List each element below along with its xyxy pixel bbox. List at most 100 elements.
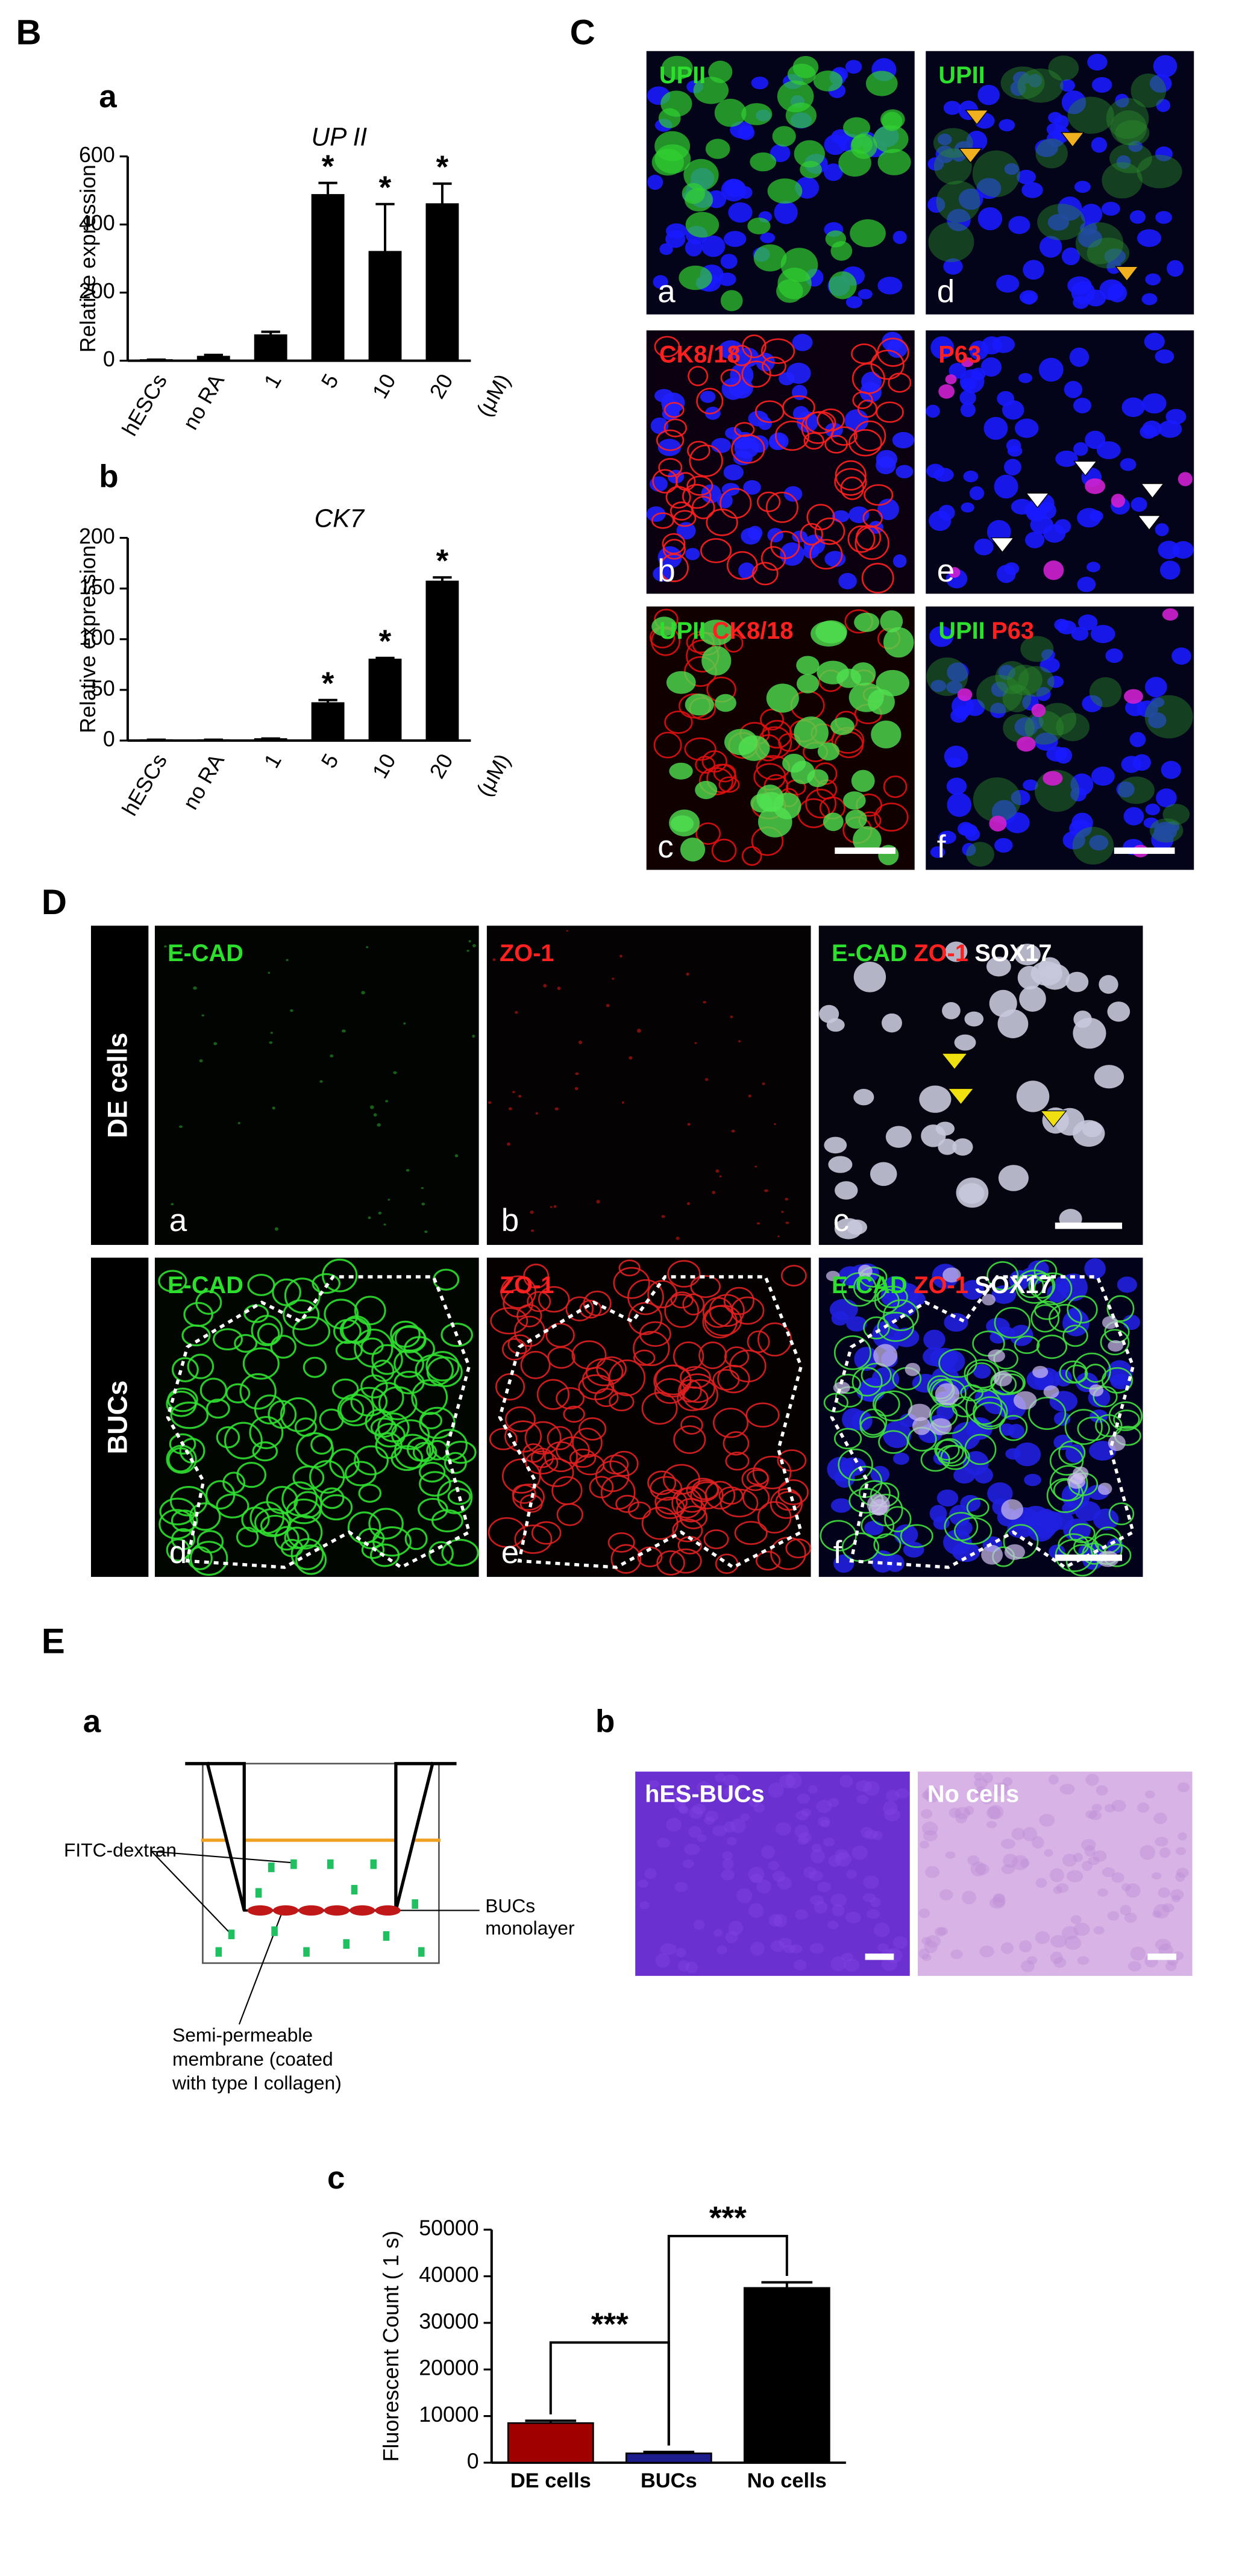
arrowhead [958,148,983,164]
cell [838,149,871,177]
cell [286,1498,322,1525]
cell [1069,347,1090,367]
cell [827,1797,839,1807]
cell [1084,1364,1107,1383]
cell [1093,1508,1119,1531]
cell [296,1432,334,1468]
cell [1091,1804,1102,1812]
cell [982,1796,993,1805]
significance-label: *** [591,2307,629,2342]
cell [854,612,880,632]
cell [972,150,1020,198]
cell [1059,1784,1075,1795]
cell [923,1830,938,1841]
cell [454,1154,459,1158]
cell [743,480,761,495]
cell [1062,830,1085,850]
cell [853,962,886,992]
cell [847,525,876,553]
cell [878,1430,909,1454]
cell [876,456,896,475]
cell [1129,210,1146,224]
cell [835,460,867,491]
significance-mark: * [436,149,449,185]
cell [1016,1080,1050,1112]
panel-label: D [42,883,67,922]
cell [1131,74,1167,108]
cell [778,1937,792,1948]
cell [989,815,1007,832]
cell [999,119,1015,132]
cell [676,1236,680,1240]
cell [539,1458,574,1487]
label-part: E-CAD [832,939,908,966]
image-letter: c [657,829,673,865]
cell [800,160,822,178]
cell [1065,1444,1085,1463]
cell [636,1029,641,1033]
cell [679,265,712,290]
y-tick-label: 50 [91,676,115,700]
cell [779,1775,796,1788]
cell [969,486,985,501]
cell [1155,825,1170,837]
cell [943,101,961,115]
cell [827,1920,839,1929]
cell [553,1205,557,1208]
cell [789,1944,803,1954]
cell [441,1538,479,1567]
cell [1043,560,1064,580]
label-part: SOX17 [974,939,1052,966]
cell [557,986,561,991]
cell [1059,79,1075,92]
cell [765,492,798,523]
cell [1137,154,1182,189]
cell [714,98,747,127]
cell [693,77,729,104]
error-bar [433,182,452,204]
cell [621,1101,624,1104]
micrograph [646,51,915,315]
cell [942,1002,961,1020]
cell [1106,98,1149,139]
cell [777,1479,809,1506]
cell [504,1406,536,1432]
cell [760,232,776,243]
cell [840,476,865,500]
cell [1110,110,1147,145]
cell [426,1356,463,1388]
cell [530,1211,534,1214]
x-unit-label: (μM) [472,750,515,800]
cell [750,794,773,813]
cell [1082,1121,1103,1138]
cell [1131,497,1147,512]
cell [1149,818,1184,843]
cell [796,674,820,694]
label-part: ZO-1 [914,939,968,966]
image-label: E-CAD [168,939,243,966]
cell [800,522,823,546]
cell [472,1035,475,1038]
cell [1077,577,1096,592]
cell [514,1525,553,1554]
cell [361,991,365,995]
cell [807,769,829,788]
cell [680,1366,711,1389]
cell [895,465,914,478]
cell [796,656,820,675]
cell [935,1383,960,1406]
cell [330,1055,334,1058]
cell [178,1125,183,1128]
cell [468,940,471,943]
cell [1089,835,1109,851]
cell [986,1821,997,1829]
cell [843,117,871,138]
cell [720,290,743,312]
insert-wall [185,1761,246,1911]
cell [572,1427,603,1458]
cell [933,148,972,185]
cell [171,1203,174,1206]
cell [715,1169,720,1173]
x-unit-label: (μM) [472,370,515,421]
cell [1144,333,1165,351]
